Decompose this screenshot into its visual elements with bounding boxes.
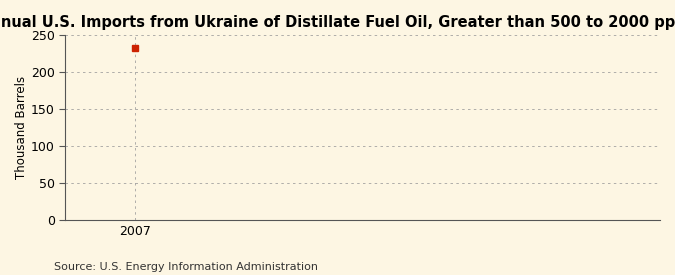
Y-axis label: Thousand Barrels: Thousand Barrels <box>15 76 28 179</box>
Text: Source: U.S. Energy Information Administration: Source: U.S. Energy Information Administ… <box>54 262 318 272</box>
Title: Annual U.S. Imports from Ukraine of Distillate Fuel Oil, Greater than 500 to 200: Annual U.S. Imports from Ukraine of Dist… <box>0 15 675 30</box>
